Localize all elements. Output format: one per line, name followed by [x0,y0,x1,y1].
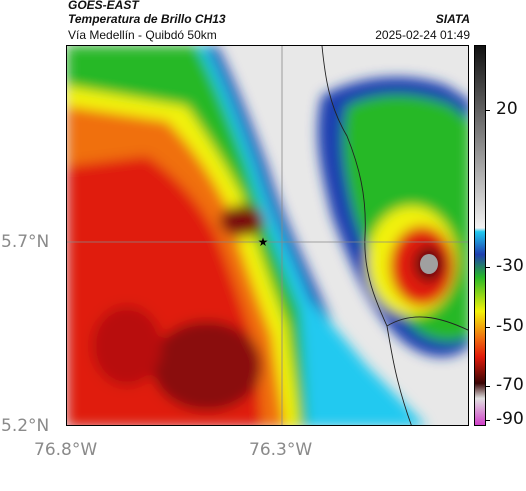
border-line [386,316,468,331]
colorbar-label: -90 [496,409,524,429]
satellite-map: ★ [66,45,469,426]
cold-cloud-core [420,254,438,274]
map-subtitle: Vía Medellín - Quibdó 50km [68,28,217,42]
brightness-temperature-field [67,46,468,425]
product-title: Temperatura de Brillo CH13 [68,12,226,26]
observation-datetime: 2025-02-24 01:49 [375,28,470,42]
lat-label: 5.2°N [1,416,50,436]
colorbar-tick [485,420,490,421]
border-line [321,46,412,425]
map-canvas: ★ [67,46,468,425]
colorbar [474,45,486,426]
colorbar-tick [485,327,490,328]
star-icon: ★ [258,235,269,249]
colorbar-gradient [475,46,485,425]
lat-label: 5.7°N [1,232,50,252]
colorbar-tick [485,267,490,268]
lon-label: 76.8°W [34,440,98,460]
lon-label: 76.3°W [249,440,313,460]
colorbar-label: -50 [496,316,524,336]
colorbar-tick [485,386,490,387]
satellite-name: GOES-EAST [68,0,139,12]
colorbar-label: 20 [496,99,518,119]
colorbar-label: -70 [496,375,524,395]
organization-name: SIATA [435,12,470,26]
colorbar-tick [485,110,490,111]
colorbar-label: -30 [496,256,524,276]
